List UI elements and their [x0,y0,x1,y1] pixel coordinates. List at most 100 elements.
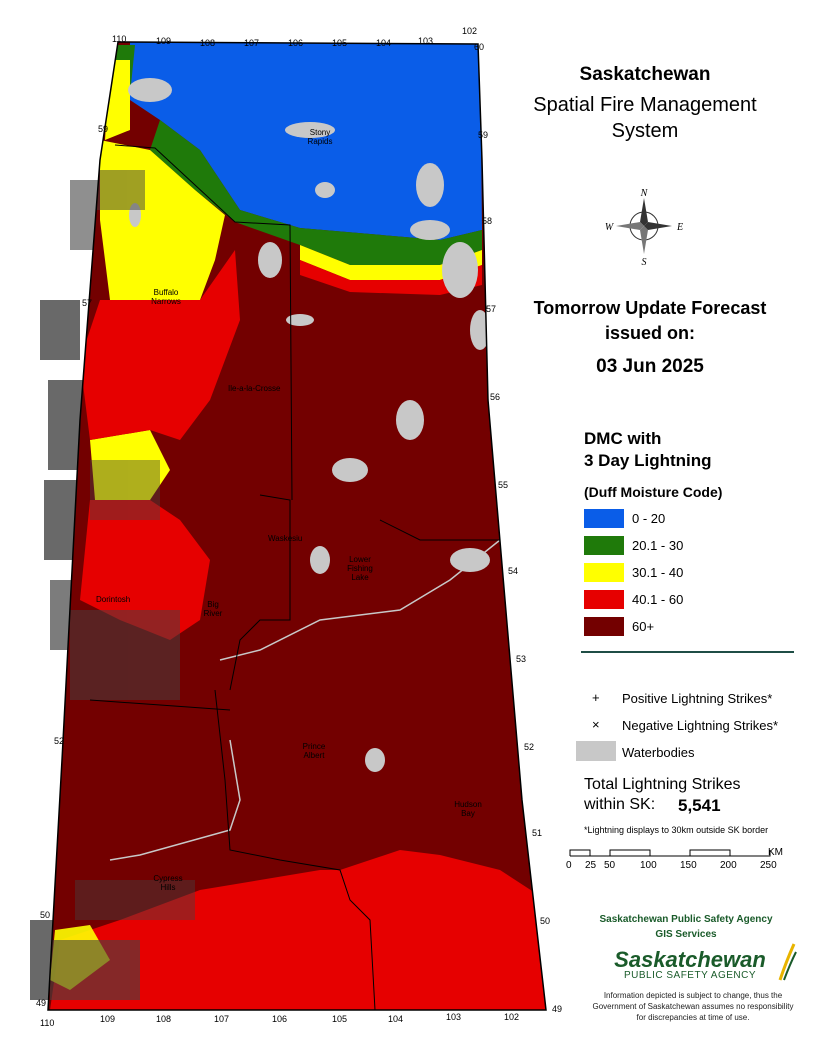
scale-tick-25: 25 [585,860,597,871]
place-buffalo-narrows: Buffalo Narrows [151,288,181,306]
total-strikes-label: Total Lightning Strikes within SK: [584,775,741,815]
scale-tick-100: 100 [640,860,657,871]
compass-n: N [640,188,649,199]
legend-swatch-30-40 [584,563,624,582]
scale-tick-50: 50 [604,860,616,871]
legend-subtitle: (Duff Moisture Code) [584,484,723,500]
lat-left-59: 59 [98,124,109,134]
lat-right-59: 59 [478,130,489,140]
lon-top-105: 105 [332,38,348,48]
lon-bottom-110: 110 [40,1018,55,1028]
legend-label-20-30: 20.1 - 30 [632,538,684,553]
positive-strike-label: Positive Lightning Strikes* [622,691,773,706]
scale-tick-150: 150 [680,860,697,871]
total-strikes-line2: within SK: [584,796,656,813]
agency-logo-wordmark: Saskatchewan [614,947,766,972]
scale-unit: KM [768,847,783,858]
saskatchewan-border [47,41,547,1011]
lat-right-54: 54 [508,566,519,576]
lat-right-50: 50 [540,916,551,926]
lat-right-57: 57 [486,304,497,314]
place-lower-fishing-lake: Lower Fishing Lake [347,555,373,582]
lat-right-60: 60 [474,42,485,52]
waterbodies [128,78,490,772]
lon-top-110: 110 [112,34,127,44]
lon-top-107: 107 [244,38,260,48]
map-subtitle-line2: System [611,120,679,142]
place-big-river: Big River [203,600,223,618]
scale-bar [569,849,771,857]
lon-top-103: 103 [418,36,434,46]
legend-title: DMC with 3 Day Lightning [584,428,712,472]
place-hudson-bay: Hudson Bay [454,800,482,818]
map-subtitle-line1: Spatial Fire Management [533,94,757,116]
place-prince-albert: Prince Albert [302,742,326,760]
lon-bottom-108: 108 [156,1014,172,1024]
legend-swatch-60plus [584,617,624,636]
forecast-heading: Tomorrow Update Forecast issued on: [505,296,795,346]
lon-top-106: 106 [288,38,304,48]
fire-map [30,41,547,1011]
compass-w: W [605,222,615,233]
legend-swatch-water [576,741,616,761]
lightning-note: *Lightning displays to 30km outside SK b… [584,825,769,835]
legend-label-water: Waterbodies [622,745,695,760]
lat-right-55: 55 [498,480,509,490]
compass-s: S [642,257,647,266]
legend-label-30-40: 30.1 - 40 [632,565,684,580]
lat-right-53: 53 [516,654,527,664]
legend-swatch-0-20 [584,509,624,528]
place-stony-rapids: Stony Rapids [307,128,333,146]
lon-top-108: 108 [200,38,216,48]
total-strikes-value: 5,541 [678,796,721,815]
dmc-40-60-region [80,250,240,440]
lat-right-58: 58 [482,216,493,226]
legend-divider [581,651,794,653]
forecast-line1: Tomorrow Update Forecast [533,298,767,318]
agency-name: Saskatchewan Public Safety Agency [599,914,773,925]
place-dorintosh: Dorintosh [96,595,131,604]
map-title: Saskatchewan [579,64,711,85]
lon-top-104: 104 [376,38,392,48]
negative-strike-icon: × [592,717,600,732]
legend-label-0-20: 0 - 20 [632,511,666,526]
total-strikes-line1: Total Lightning Strikes [584,776,741,793]
forecast-line2: issued on: [604,323,695,343]
lat-right-51: 51 [532,828,543,838]
scale-tick-250: 250 [760,860,777,871]
lat-left-52: 52 [54,736,65,746]
lon-top-102: 102 [462,26,478,36]
lat-right-56: 56 [490,392,501,402]
negative-strike-label: Negative Lightning Strikes* [622,718,779,733]
legend-title-line1: DMC with [584,429,662,448]
scale-tick-200: 200 [720,860,737,871]
lon-bottom-102: 102 [504,1012,520,1022]
forecast-date: 03 Jun 2025 [596,356,704,377]
lat-right-52: 52 [524,742,535,752]
compass-icon: N S W E [605,188,683,266]
lat-left-50: 50 [40,910,51,920]
legend-swatch-20-30 [584,536,624,555]
wheat-logo-icon [778,943,797,981]
map-subtitle: Spatial Fire Management System [505,92,785,144]
lon-bottom-103: 103 [446,1012,462,1022]
legend-title-line2: 3 Day Lightning [584,451,712,470]
legend-label-60plus: 60+ [632,619,655,634]
legend-swatch-40-60 [584,590,624,609]
lon-top-109: 109 [156,36,172,46]
lat-left-57: 57 [82,298,93,308]
lat-left-49: 49 [36,998,47,1008]
place-ile-a-la-crosse: Ile-a-la-Crosse [228,384,281,393]
place-cypress-hills: Cypress Hills [153,874,183,892]
positive-strike-icon: + [592,690,600,705]
lon-bottom-106: 106 [272,1014,288,1024]
legend-label-40-60: 40.1 - 60 [632,592,684,607]
lon-bottom-107: 107 [214,1014,230,1024]
scale-tick-0: 0 [566,860,572,871]
lon-bottom-105: 105 [332,1014,348,1024]
agency-logo-tagline: PUBLIC SAFETY AGENCY [623,970,757,981]
compass-e: E [676,222,683,233]
disclaimer: Information depicted is subject to chang… [592,991,794,1022]
place-waskesiu: Waskesiu [268,534,303,543]
lat-right-49: 49 [552,1004,563,1014]
